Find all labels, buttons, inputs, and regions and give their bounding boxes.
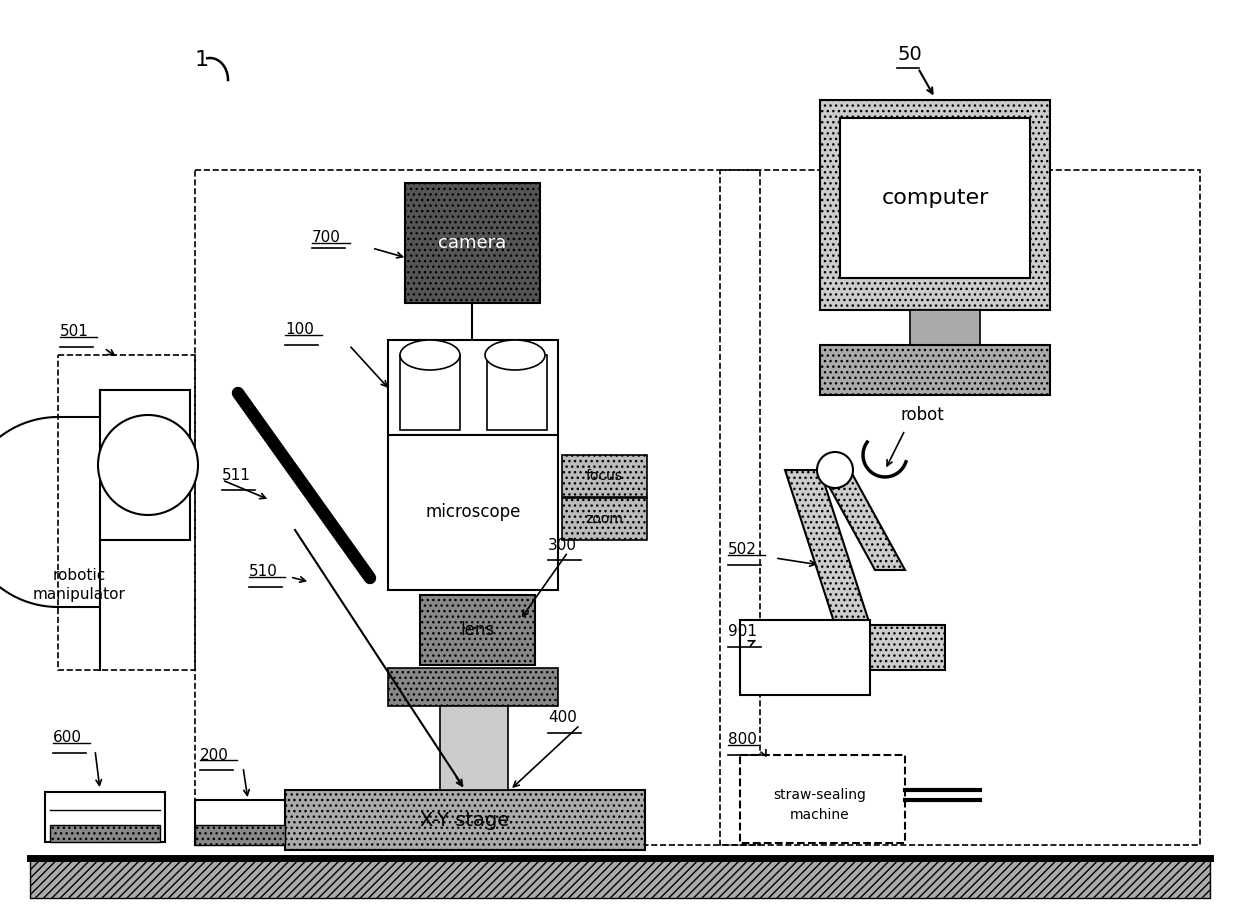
Bar — [562, 455, 647, 497]
Text: microscope: microscope — [425, 503, 521, 521]
Bar — [388, 435, 558, 590]
Text: 200: 200 — [200, 748, 229, 762]
Text: 300: 300 — [548, 538, 577, 553]
Text: 502: 502 — [728, 542, 756, 557]
Bar — [30, 858, 1210, 898]
Bar — [420, 595, 534, 665]
Bar — [50, 825, 160, 842]
Ellipse shape — [485, 340, 546, 370]
Text: focus: focus — [585, 469, 622, 483]
Bar — [487, 355, 547, 430]
Text: 1: 1 — [195, 50, 210, 70]
Text: 800: 800 — [728, 733, 756, 748]
Bar — [195, 170, 760, 845]
Bar — [820, 345, 1050, 395]
Text: 400: 400 — [548, 711, 577, 725]
Text: 510: 510 — [249, 565, 278, 579]
Ellipse shape — [401, 340, 460, 370]
Bar — [45, 792, 165, 842]
Polygon shape — [785, 470, 870, 625]
Bar — [910, 310, 980, 345]
Text: 901: 901 — [728, 625, 756, 639]
Text: manipulator: manipulator — [32, 588, 125, 602]
Circle shape — [98, 415, 198, 515]
Bar — [562, 498, 647, 540]
Bar — [388, 340, 558, 435]
Bar — [58, 355, 195, 670]
Text: robot: robot — [900, 406, 944, 424]
Bar — [740, 620, 870, 695]
Polygon shape — [820, 470, 905, 570]
Text: 700: 700 — [312, 230, 341, 246]
Bar — [830, 625, 945, 670]
Bar — [820, 100, 1050, 310]
Text: 50: 50 — [898, 45, 923, 65]
Text: zoom: zoom — [585, 512, 622, 526]
Text: lens: lens — [460, 621, 494, 639]
Text: camera: camera — [438, 234, 506, 252]
Text: machine: machine — [790, 808, 849, 822]
Bar — [285, 790, 645, 850]
Text: 600: 600 — [53, 731, 82, 746]
Bar — [195, 800, 285, 845]
Text: computer: computer — [882, 188, 988, 208]
Bar — [740, 755, 905, 843]
Bar — [195, 825, 285, 845]
Bar — [720, 170, 1200, 845]
Bar — [440, 706, 508, 790]
Bar — [839, 118, 1030, 278]
Text: straw-sealing: straw-sealing — [774, 788, 867, 802]
Bar — [405, 183, 539, 303]
Text: robotic: robotic — [52, 567, 105, 582]
Bar — [388, 668, 558, 706]
Circle shape — [817, 452, 853, 488]
Text: 511: 511 — [222, 468, 250, 482]
Text: 501: 501 — [60, 324, 89, 339]
Text: X-Y stage: X-Y stage — [420, 810, 510, 830]
Bar — [100, 390, 190, 540]
Bar — [401, 355, 460, 430]
Text: 100: 100 — [285, 322, 314, 337]
